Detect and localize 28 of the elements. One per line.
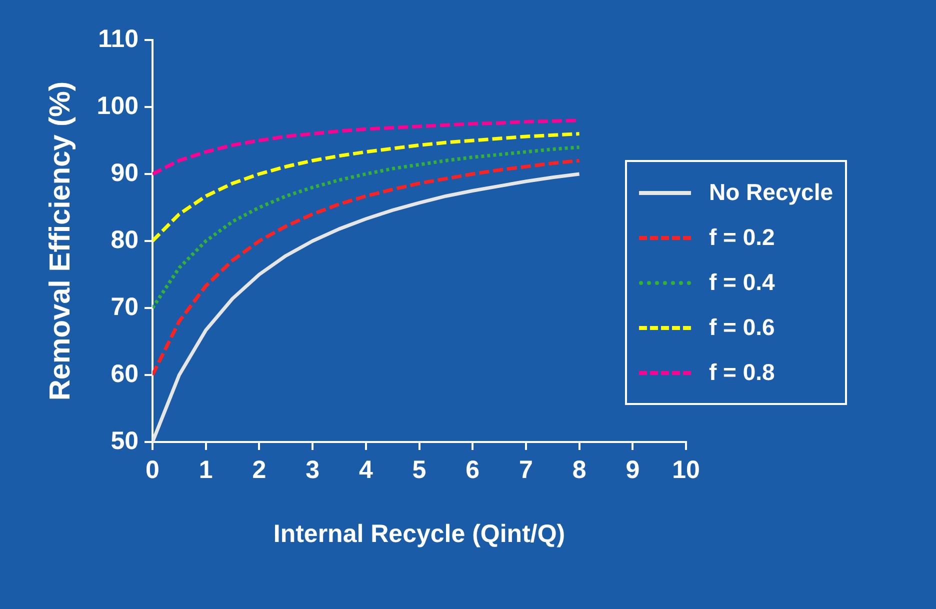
legend-label: f = 0.8 [709, 359, 775, 386]
y-tick-label: 100 [96, 92, 139, 120]
legend-label: No Recycle [709, 179, 834, 206]
x-tick-label: 1 [198, 456, 213, 484]
x-tick-label: 9 [626, 456, 640, 484]
y-tick-label: 70 [110, 292, 139, 321]
y-tick-label: 80 [110, 226, 139, 254]
line-series [152, 145, 582, 310]
y-tick-label: 60 [110, 360, 139, 388]
y-tick-label: 50 [110, 426, 139, 455]
x-tick-label: 8 [572, 456, 586, 484]
legend-label: f = 0.4 [709, 269, 775, 296]
x-tick-label: 4 [358, 456, 373, 484]
legend-label: f = 0.2 [709, 224, 775, 251]
legend-label: f = 0.6 [709, 314, 775, 341]
x-axis-title: Internal Recycle (Qint/Q) [273, 520, 566, 548]
x-tick-label: 0 [146, 456, 160, 484]
x-tick-label: 10 [672, 456, 700, 484]
line-series [152, 132, 582, 243]
x-tick-label: 3 [306, 456, 320, 484]
y-tick-label: 90 [110, 158, 139, 187]
x-tick-label: 7 [519, 456, 533, 484]
y-tick-label: 110 [98, 24, 139, 53]
x-tick-label: 5 [412, 456, 426, 484]
x-tick-label: 6 [466, 456, 480, 484]
y-axis-title: Removal Efficiency (%) [44, 81, 76, 401]
line-series [152, 158, 582, 377]
x-tick-label: 2 [252, 456, 266, 484]
